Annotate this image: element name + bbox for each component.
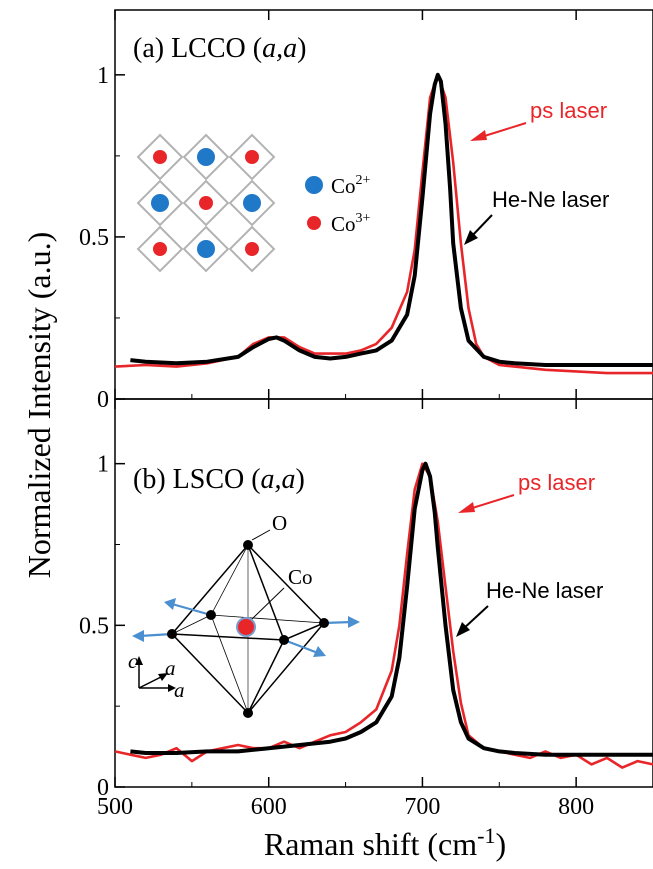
co2-legend-label: Co2+ [331,173,371,198]
crystal-axes [138,662,170,689]
lattice-cell [228,179,276,227]
x-tick-label-700: 700 [404,794,440,820]
co3-ion [245,242,259,256]
panel-a-title: (a) LCCO (a,a) [133,33,306,64]
x-axis-label-sup: -1 [477,823,495,848]
oxygen-label: O [272,511,287,535]
panel-b-series-ps-laser [114,462,653,769]
panel-a-ytick-label-0: 0 [97,387,109,413]
panel-a-hene-arrowhead [464,230,478,245]
co2-ion [151,194,169,212]
panel-b-ytick-label-1: 1 [97,452,109,478]
panel-b-hene-arrow [461,605,489,631]
panel-b-title: (b) LSCO (a,a) [133,464,305,495]
axis-c-label: c [128,649,138,673]
lattice-cell [228,225,276,273]
co3-legend-label: Co3+ [331,211,371,236]
co2-legend-marker [305,176,323,194]
panel-b: 500 600 700 800 0 0.5 1 (b) LSCO (a,a) ps lase… [79,398,653,820]
lattice-cell [182,133,230,181]
panel-b-ps-laser-label: ps laser [518,470,595,495]
x-axis-label-main: Raman shift (cm [264,826,477,862]
lattice-cell [136,133,184,181]
panel-a: 0 0.5 1 (a) LCCO (a,a) ps laser He-Ne lase… [79,9,653,413]
x-tick-label-600: 600 [251,794,287,820]
co2-ion [243,194,261,212]
x-tick-label-800: 800 [558,794,594,820]
octahedron-inset [132,529,360,718]
panel-a-hene-label: He-Ne laser [492,187,609,212]
panel-b-series-he-ne-laser [130,461,653,757]
panel-a-ytick-label-0.5: 0.5 [79,225,109,251]
co3-legend-marker [307,216,321,230]
panel-b-hene-label: He-Ne laser [486,578,603,603]
axis-a-label-2: a [174,678,185,702]
panel-b-ps-laser-arrowhead [458,502,475,513]
panel-a-ps-laser-arrowhead [470,130,487,141]
co2-ion [197,148,215,166]
co3-ion [153,242,167,256]
co3-ion [245,150,259,164]
panel-a-ytick-label-1: 1 [97,63,109,89]
lattice-cell [228,133,276,181]
x-axis-label: Raman shift (cm-1) [264,823,506,862]
y-axis-label: Normalized Intensity (a.u.) [21,232,57,579]
lattice-inset [136,133,276,273]
panel-a-series-he-ne-laser [130,72,653,367]
lattice-cell [182,179,230,227]
panel-b-ytick-label-0.5: 0.5 [79,613,109,639]
lattice-cell [182,225,230,273]
x-axis-label-close: ) [495,826,506,862]
panel-b-hene-arrowhead [456,622,470,637]
x-tick-label-500: 500 [97,794,133,820]
cobalt-label: Co [288,565,313,589]
axis-a-label-1: a [165,656,176,680]
co3-ion [199,196,213,210]
panel-b-ytick-label-0: 0 [97,775,109,801]
lattice-cell [136,225,184,273]
panel-a-ps-laser-label: ps laser [530,98,607,123]
panel-b-frame [114,398,653,788]
co2-ion [197,240,215,258]
panel-a-series-ps-laser [114,73,653,375]
co3-ion [153,150,167,164]
lattice-cell [136,179,184,227]
